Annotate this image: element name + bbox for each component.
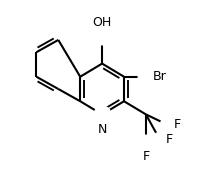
Text: F: F bbox=[166, 133, 173, 146]
Text: F: F bbox=[142, 150, 149, 163]
Text: OH: OH bbox=[92, 16, 112, 29]
Text: Br: Br bbox=[153, 70, 166, 83]
Text: N: N bbox=[97, 123, 107, 136]
Text: F: F bbox=[174, 118, 181, 131]
